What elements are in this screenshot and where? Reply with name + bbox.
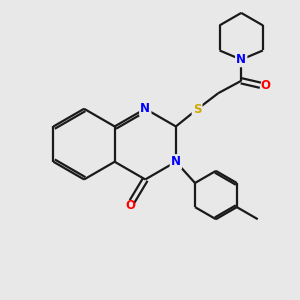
- Text: S: S: [193, 103, 201, 116]
- Text: N: N: [171, 155, 181, 168]
- Text: O: O: [261, 79, 271, 92]
- Text: N: N: [140, 102, 150, 115]
- Text: O: O: [125, 200, 136, 212]
- Text: N: N: [236, 53, 246, 66]
